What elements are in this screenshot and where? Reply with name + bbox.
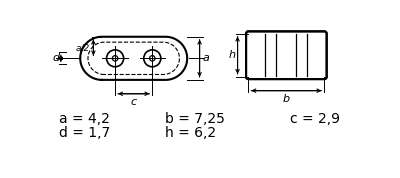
Text: b = 7,25: b = 7,25 [165, 112, 224, 126]
FancyBboxPatch shape [246, 31, 327, 79]
Text: d: d [52, 53, 59, 63]
Text: a/2: a/2 [76, 43, 90, 52]
Text: h: h [228, 50, 235, 60]
Circle shape [144, 50, 161, 67]
Text: b: b [283, 94, 290, 104]
Text: a: a [203, 53, 210, 63]
Circle shape [112, 56, 118, 61]
Bar [266, 35, 276, 76]
Polygon shape [80, 37, 187, 80]
Text: h = 6,2: h = 6,2 [165, 126, 216, 140]
Bar [296, 35, 307, 76]
Circle shape [106, 50, 124, 67]
Text: d = 1,7: d = 1,7 [59, 126, 110, 140]
Text: c = 2,9: c = 2,9 [290, 112, 340, 126]
Circle shape [150, 56, 155, 61]
Text: c: c [131, 97, 137, 107]
Text: a = 4,2: a = 4,2 [59, 112, 110, 126]
